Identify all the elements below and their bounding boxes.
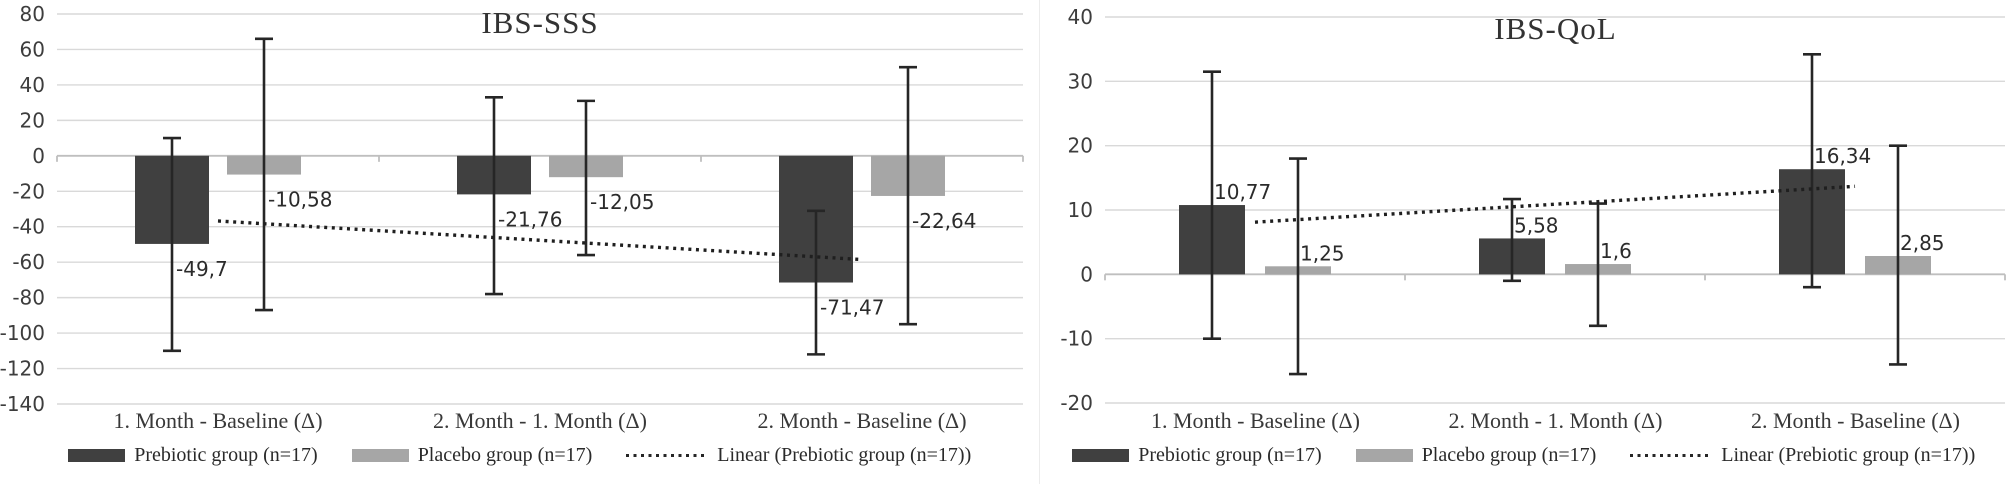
legend-label: Prebiotic group (n=17) xyxy=(1138,444,1322,466)
svg-text:-120: -120 xyxy=(0,357,45,381)
prebiotic-swatch xyxy=(1072,449,1130,462)
svg-text:30: 30 xyxy=(1068,69,1093,93)
svg-text:-71,47: -71,47 xyxy=(820,296,884,320)
svg-text:1,6: 1,6 xyxy=(1600,239,1632,263)
svg-text:0: 0 xyxy=(1081,262,1094,286)
svg-text:80: 80 xyxy=(20,2,45,26)
y-axis-labels: 80 60 40 20 0 -20 -40 -60 -80 -100 -120 -140 xyxy=(0,2,45,416)
svg-text:5,58: 5,58 xyxy=(1514,213,1559,237)
legend-label: Linear (Prebiotic group (n=17)) xyxy=(1721,444,1976,466)
trendline xyxy=(217,219,863,262)
svg-text:-20: -20 xyxy=(1061,391,1094,415)
prebiotic-swatch xyxy=(68,449,126,462)
dotted-line-sample xyxy=(1630,454,1713,457)
axis-ticks xyxy=(56,155,1024,162)
svg-text:60: 60 xyxy=(20,37,45,61)
gridlines xyxy=(1105,16,2006,404)
x-category-label: 1. Month - Baseline (Δ) xyxy=(1150,408,1361,433)
svg-text:-10,58: -10,58 xyxy=(268,188,332,212)
legend-item-linear: Linear (Prebiotic group (n=17)) xyxy=(1630,444,1975,467)
error-bars xyxy=(163,37,917,356)
legend-label: Prebiotic group (n=17) xyxy=(134,444,318,466)
x-category-label: 2. Month - 1. Month (Δ) xyxy=(1448,408,1663,433)
svg-text:-20: -20 xyxy=(12,179,45,203)
svg-text:20: 20 xyxy=(1068,134,1093,158)
y-axis-labels: 40 30 20 10 0 -10 -20 xyxy=(1061,5,1094,415)
svg-text:-10: -10 xyxy=(1061,327,1094,351)
legend-item-placebo: Placebo group (n=17) xyxy=(1355,444,1597,467)
svg-text:-140: -140 xyxy=(0,392,45,416)
svg-text:40: 40 xyxy=(20,73,45,97)
chart-panel-ibs-sss: 80 60 40 20 0 -20 -40 -60 -80 -100 -120 -140 -49,7 -2… xyxy=(0,2,1039,467)
svg-text:2,85: 2,85 xyxy=(1900,231,1945,255)
data-labels: -49,7 -21,76 -71,47 -10,58 -12,05 -22,64 xyxy=(176,188,976,320)
svg-text:-21,76: -21,76 xyxy=(498,207,562,231)
svg-text:1,25: 1,25 xyxy=(1300,241,1345,265)
legend-item-linear: Linear (Prebiotic group (n=17)) xyxy=(626,444,971,467)
svg-text:-100: -100 xyxy=(0,321,45,345)
legend-label: Linear (Prebiotic group (n=17)) xyxy=(717,444,972,466)
x-category-label: 1. Month - Baseline (Δ) xyxy=(113,408,323,433)
legend-label: Placebo group (n=17) xyxy=(1421,444,1597,466)
x-category-label: 2. Month - 1. Month (Δ) xyxy=(433,408,647,433)
error-bars xyxy=(1203,53,1908,376)
svg-text:10,77: 10,77 xyxy=(1214,180,1271,204)
chart-title-ibs-qol: IBS-QoL xyxy=(1494,11,1617,46)
svg-text:-12,05: -12,05 xyxy=(590,190,654,214)
x-axis-labels: 1. Month - Baseline (Δ) 2. Month - 1. Mo… xyxy=(57,408,1023,434)
legend-label: Placebo group (n=17) xyxy=(417,444,593,466)
svg-text:-49,7: -49,7 xyxy=(176,257,228,281)
data-labels: 10,77 5,58 16,34 1,25 1,6 2,85 xyxy=(1214,144,1945,265)
ibs-sss-plot-area: 80 60 40 20 0 -20 -40 -60 -80 -100 -120 -140 -49,7 -2… xyxy=(0,2,1024,416)
svg-text:-60: -60 xyxy=(12,250,45,274)
svg-text:-22,64: -22,64 xyxy=(912,209,976,233)
gridlines xyxy=(57,13,1023,405)
dotted-line-sample xyxy=(626,454,709,457)
svg-text:16,34: 16,34 xyxy=(1814,144,1871,168)
svg-text:-80: -80 xyxy=(12,286,45,310)
legend-item-prebiotic: Prebiotic group (n=17) xyxy=(1072,444,1322,467)
placebo-swatch xyxy=(351,449,409,462)
ibs-qol-plot-area: 40 30 20 10 0 -10 -20 10,77 5,58 16,34 1,25 1,6 2,85 xyxy=(1061,5,2007,415)
x-category-label: 2. Month - Baseline (Δ) xyxy=(1750,408,1961,433)
legend-item-prebiotic: Prebiotic group (n=17) xyxy=(68,444,318,467)
axis-ticks xyxy=(1104,274,2007,281)
legend: Prebiotic group (n=17) Placebo group (n=… xyxy=(1040,444,2007,467)
svg-text:0: 0 xyxy=(32,144,45,168)
svg-text:20: 20 xyxy=(20,108,45,132)
svg-text:10: 10 xyxy=(1068,198,1093,222)
svg-text:-40: -40 xyxy=(12,215,45,239)
chart-title-ibs-sss: IBS-SSS xyxy=(481,5,599,40)
trendline xyxy=(1255,184,1856,224)
legend: Prebiotic group (n=17) Placebo group (n=… xyxy=(0,444,1039,467)
svg-text:40: 40 xyxy=(1068,5,1093,29)
legend-item-placebo: Placebo group (n=17) xyxy=(351,444,593,467)
placebo-swatch xyxy=(1355,449,1413,462)
chart-panel-ibs-qol: 40 30 20 10 0 -10 -20 10,77 5,58 16,34 1,25 1,6 2,85… xyxy=(1039,0,2007,484)
x-axis-labels: 1. Month - Baseline (Δ) 2. Month - 1. Mo… xyxy=(1105,408,2005,434)
x-category-label: 2. Month - Baseline (Δ) xyxy=(757,408,967,433)
